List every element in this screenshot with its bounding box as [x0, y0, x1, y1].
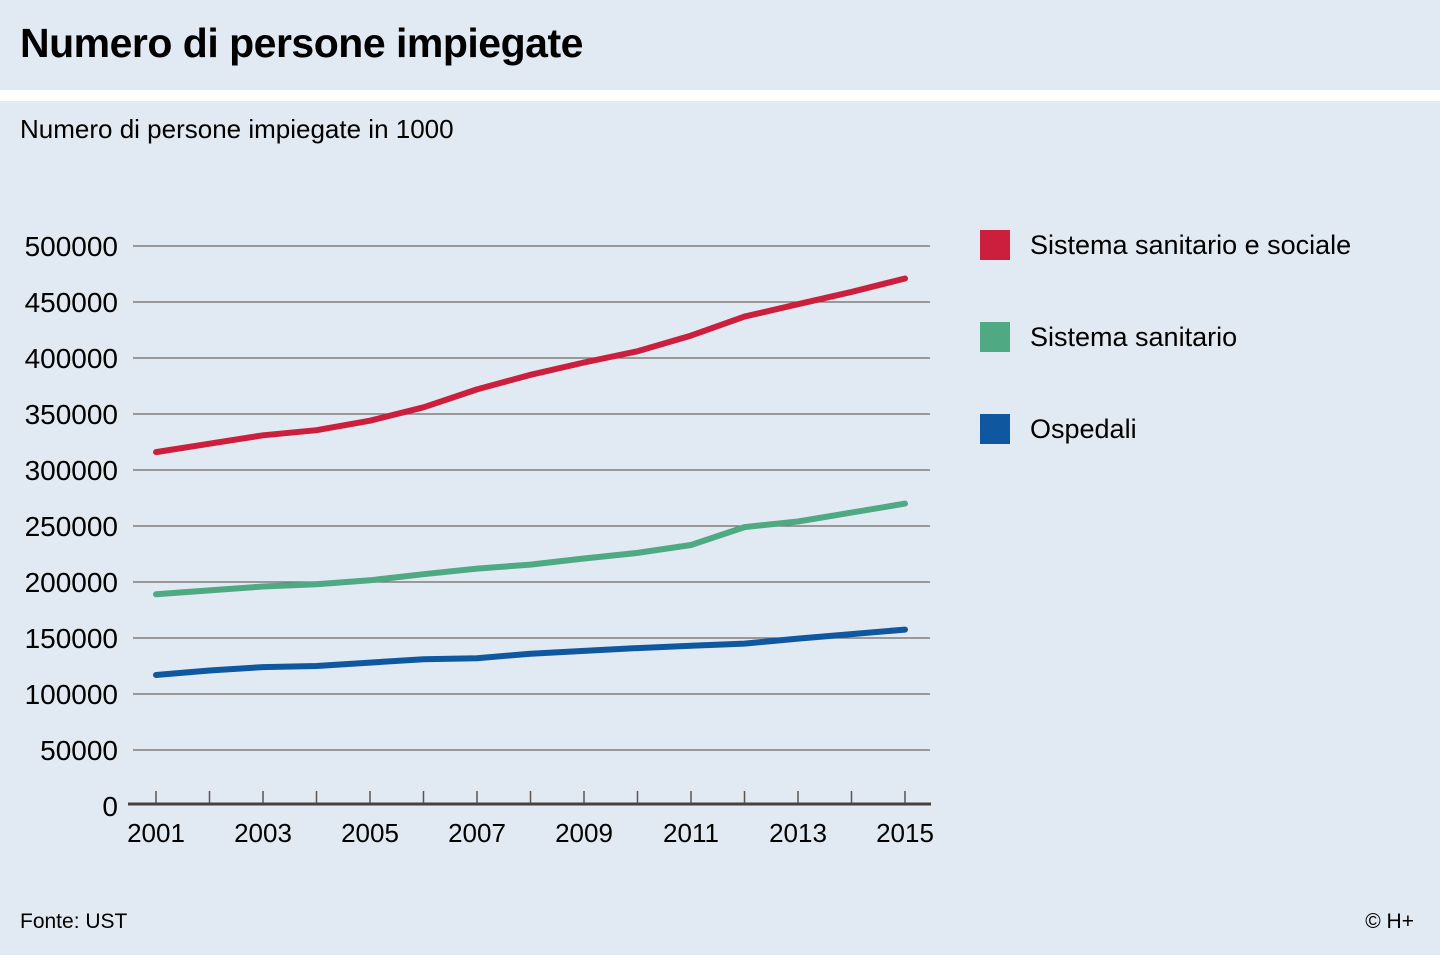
svg-text:250000: 250000 — [25, 511, 118, 542]
page-title: Numero di persone impiegate — [20, 20, 583, 66]
legend-item-sistema-sanitario: Sistema sanitario — [980, 322, 1420, 352]
svg-text:2013: 2013 — [769, 818, 827, 848]
svg-text:50000: 50000 — [40, 735, 118, 766]
chart-subtitle: Numero di persone impiegate in 1000 — [20, 114, 454, 144]
svg-text:400000: 400000 — [25, 343, 118, 374]
svg-text:2007: 2007 — [448, 818, 506, 848]
copyright-note: © H+ — [1365, 910, 1414, 933]
title-band: Numero di persone impiegate — [0, 0, 1440, 90]
svg-text:2015: 2015 — [876, 818, 934, 848]
svg-text:2009: 2009 — [555, 818, 613, 848]
legend-swatch-green — [980, 322, 1010, 352]
source-note: Fonte: UST — [20, 910, 128, 933]
legend-label: Sistema sanitario — [1030, 321, 1238, 352]
svg-text:350000: 350000 — [25, 399, 118, 430]
svg-text:2011: 2011 — [663, 818, 719, 848]
legend-item-ospedali: Ospedali — [980, 414, 1420, 444]
svg-text:2001: 2001 — [127, 818, 185, 848]
legend-label: Ospedali — [1030, 413, 1137, 444]
svg-text:200000: 200000 — [25, 567, 118, 598]
svg-text:0: 0 — [102, 791, 118, 822]
svg-text:100000: 100000 — [25, 679, 118, 710]
svg-text:150000: 150000 — [25, 623, 118, 654]
svg-text:450000: 450000 — [25, 287, 118, 318]
legend-swatch-red — [980, 230, 1010, 260]
svg-text:2005: 2005 — [341, 818, 399, 848]
chart-legend: Sistema sanitario e sociale Sistema sani… — [980, 230, 1420, 506]
legend-item-sistema-sanitario-e-sociale: Sistema sanitario e sociale — [980, 230, 1420, 260]
svg-text:2003: 2003 — [234, 818, 292, 848]
legend-swatch-blue — [980, 414, 1010, 444]
svg-text:300000: 300000 — [25, 455, 118, 486]
svg-text:500000: 500000 — [25, 231, 118, 262]
band-separator — [0, 90, 1440, 101]
legend-label: Sistema sanitario e sociale — [1030, 229, 1352, 260]
